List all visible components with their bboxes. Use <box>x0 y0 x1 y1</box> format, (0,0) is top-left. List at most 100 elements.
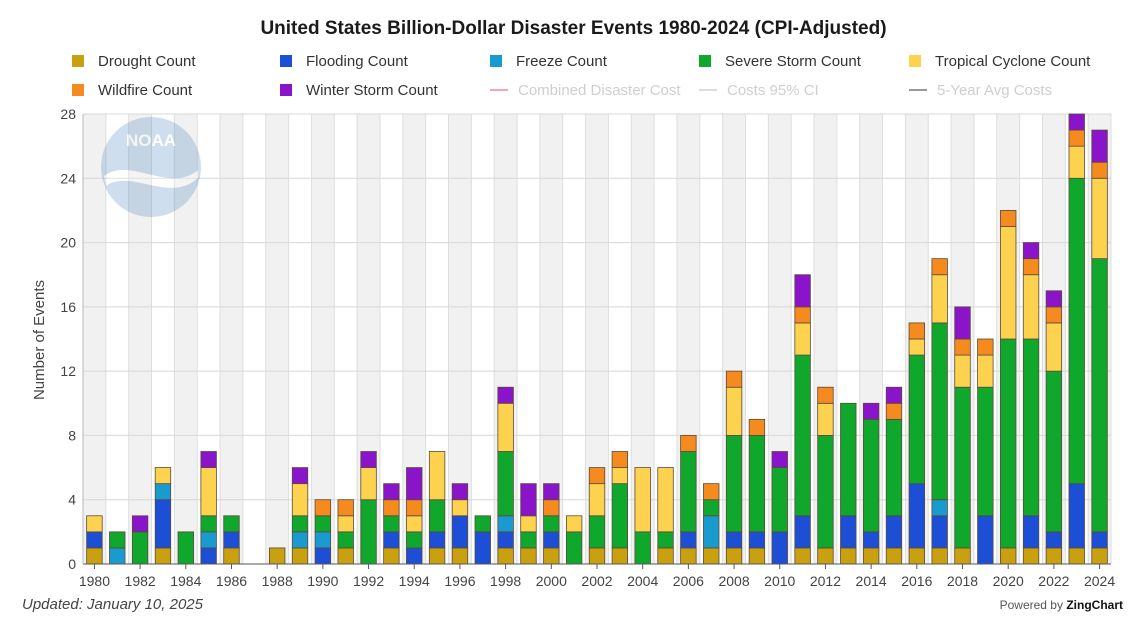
bar-severe-storm-count-2002[interactable] <box>588 515 606 549</box>
bar-severe-storm-count-2022[interactable] <box>1045 370 1063 533</box>
bar-wildfire-count-2021[interactable] <box>1022 258 1040 276</box>
bar-wildfire-count-2007[interactable] <box>703 483 720 501</box>
bar-drought-count-2014[interactable] <box>862 547 880 565</box>
bar-flooding-count-1995[interactable] <box>428 531 446 549</box>
bar-severe-storm-count-2004[interactable] <box>634 531 651 565</box>
bar-severe-storm-count-2007[interactable] <box>703 499 720 517</box>
bar-drought-count-2012[interactable] <box>817 547 834 565</box>
bar-severe-storm-count-1986[interactable] <box>223 515 240 533</box>
bar-tropical-cyclone-count-2017[interactable] <box>931 274 948 324</box>
bar-wildfire-count-1994[interactable] <box>406 499 423 517</box>
bar-tropical-cyclone-count-2008[interactable] <box>725 386 743 436</box>
bar-drought-count-2023[interactable] <box>1068 547 1085 565</box>
bar-winter-storm-count-2018[interactable] <box>954 306 971 340</box>
bar-drought-count-2003[interactable] <box>611 547 629 565</box>
bar-wildfire-count-2016[interactable] <box>908 322 925 340</box>
bar-severe-storm-count-2011[interactable] <box>794 354 811 517</box>
bar-severe-storm-count-1995[interactable] <box>428 499 446 533</box>
bar-severe-storm-count-1994[interactable] <box>406 531 423 549</box>
bar-flooding-count-2015[interactable] <box>885 515 903 549</box>
bar-flooding-count-2006[interactable] <box>680 531 697 549</box>
bar-drought-count-2024[interactable] <box>1091 547 1108 565</box>
bar-freeze-count-2017[interactable] <box>931 499 948 517</box>
bar-tropical-cyclone-count-2003[interactable] <box>611 467 629 485</box>
bar-tropical-cyclone-count-2001[interactable] <box>565 515 583 533</box>
bar-winter-storm-count-1998[interactable] <box>497 386 514 404</box>
bar-tropical-cyclone-count-1994[interactable] <box>406 515 423 533</box>
bar-wildfire-count-2020[interactable] <box>1000 210 1017 227</box>
bar-tropical-cyclone-count-1996[interactable] <box>451 499 469 517</box>
bar-freeze-count-1981[interactable] <box>109 547 126 565</box>
bar-drought-count-1998[interactable] <box>497 547 514 565</box>
bar-wildfire-count-2002[interactable] <box>588 467 606 485</box>
bar-tropical-cyclone-count-1999[interactable] <box>520 515 537 533</box>
bar-winter-storm-count-2023[interactable] <box>1068 113 1085 131</box>
bar-winter-storm-count-2010[interactable] <box>771 451 788 468</box>
bar-wildfire-count-2022[interactable] <box>1045 306 1063 324</box>
bar-severe-storm-count-2020[interactable] <box>1000 338 1017 549</box>
bar-drought-count-2015[interactable] <box>885 547 903 565</box>
bar-tropical-cyclone-count-1995[interactable] <box>428 451 446 501</box>
bar-tropical-cyclone-count-2019[interactable] <box>977 354 994 388</box>
bar-flooding-count-1990[interactable] <box>314 547 332 565</box>
bar-wildfire-count-2000[interactable] <box>543 499 560 517</box>
bar-severe-storm-count-2009[interactable] <box>748 435 766 533</box>
bar-winter-storm-count-1994[interactable] <box>406 467 423 501</box>
bar-severe-storm-count-2023[interactable] <box>1068 177 1085 485</box>
bar-flooding-count-2014[interactable] <box>862 531 880 549</box>
bar-tropical-cyclone-count-2021[interactable] <box>1022 274 1040 340</box>
bar-winter-storm-count-2022[interactable] <box>1045 290 1063 308</box>
bar-drought-count-2011[interactable] <box>794 547 811 565</box>
bar-tropical-cyclone-count-1998[interactable] <box>497 402 514 452</box>
bar-winter-storm-count-2014[interactable] <box>862 402 880 420</box>
bar-severe-storm-count-1991[interactable] <box>337 531 354 549</box>
bar-tropical-cyclone-count-1989[interactable] <box>291 483 309 517</box>
bar-wildfire-count-2011[interactable] <box>794 306 811 324</box>
bar-freeze-count-1983[interactable] <box>154 483 172 501</box>
bar-flooding-count-2019[interactable] <box>977 515 994 565</box>
bar-winter-storm-count-1993[interactable] <box>383 483 400 501</box>
bar-severe-storm-count-2018[interactable] <box>954 386 971 549</box>
bar-flooding-count-2024[interactable] <box>1091 531 1108 549</box>
bar-wildfire-count-2023[interactable] <box>1068 129 1085 147</box>
powered-by[interactable]: Powered by ZingChart <box>1000 598 1123 612</box>
bar-tropical-cyclone-count-2011[interactable] <box>794 322 811 356</box>
bar-tropical-cyclone-count-1992[interactable] <box>360 467 377 501</box>
bar-tropical-cyclone-count-1980[interactable] <box>86 515 103 533</box>
bar-flooding-count-2008[interactable] <box>725 531 743 549</box>
legend-item-5-year-avg-costs[interactable]: 5-Year Avg Costs <box>909 79 1052 101</box>
bar-wildfire-count-2018[interactable] <box>954 338 971 356</box>
bar-severe-storm-count-2016[interactable] <box>908 354 925 485</box>
bar-drought-count-2002[interactable] <box>588 547 606 565</box>
bar-tropical-cyclone-count-1985[interactable] <box>200 467 217 517</box>
bar-flooding-count-1994[interactable] <box>406 547 423 565</box>
bar-severe-storm-count-2006[interactable] <box>680 451 697 533</box>
bar-drought-count-1980[interactable] <box>86 547 103 565</box>
legend-item-drought-count[interactable]: Drought Count <box>72 50 196 72</box>
bar-tropical-cyclone-count-2005[interactable] <box>657 467 674 533</box>
bar-severe-storm-count-1997[interactable] <box>474 515 491 533</box>
bar-drought-count-1983[interactable] <box>154 547 172 565</box>
bar-winter-storm-count-2021[interactable] <box>1022 242 1040 260</box>
bar-severe-storm-count-2019[interactable] <box>977 386 994 517</box>
bar-flooding-count-2021[interactable] <box>1022 515 1040 549</box>
bar-flooding-count-1997[interactable] <box>474 531 491 565</box>
bar-severe-storm-count-1981[interactable] <box>109 531 126 549</box>
bar-wildfire-count-2017[interactable] <box>931 258 948 276</box>
bar-severe-storm-count-2024[interactable] <box>1091 258 1108 533</box>
bar-drought-count-1999[interactable] <box>520 547 537 565</box>
bar-freeze-count-1985[interactable] <box>200 531 217 549</box>
bar-flooding-count-1998[interactable] <box>497 531 514 549</box>
bar-drought-count-2006[interactable] <box>680 547 697 565</box>
legend-item-severe-storm-count[interactable]: Severe Storm Count <box>699 50 861 72</box>
bar-wildfire-count-2024[interactable] <box>1091 161 1108 179</box>
bar-winter-storm-count-2011[interactable] <box>794 274 811 308</box>
bar-tropical-cyclone-count-2004[interactable] <box>634 467 651 533</box>
bar-winter-storm-count-1989[interactable] <box>291 467 309 485</box>
bar-wildfire-count-1991[interactable] <box>337 499 354 517</box>
bar-winter-storm-count-1996[interactable] <box>451 483 469 501</box>
bar-tropical-cyclone-count-2023[interactable] <box>1068 145 1085 179</box>
bar-severe-storm-count-2010[interactable] <box>771 467 788 533</box>
bar-tropical-cyclone-count-2020[interactable] <box>1000 226 1017 340</box>
bar-severe-storm-count-1985[interactable] <box>200 515 217 533</box>
